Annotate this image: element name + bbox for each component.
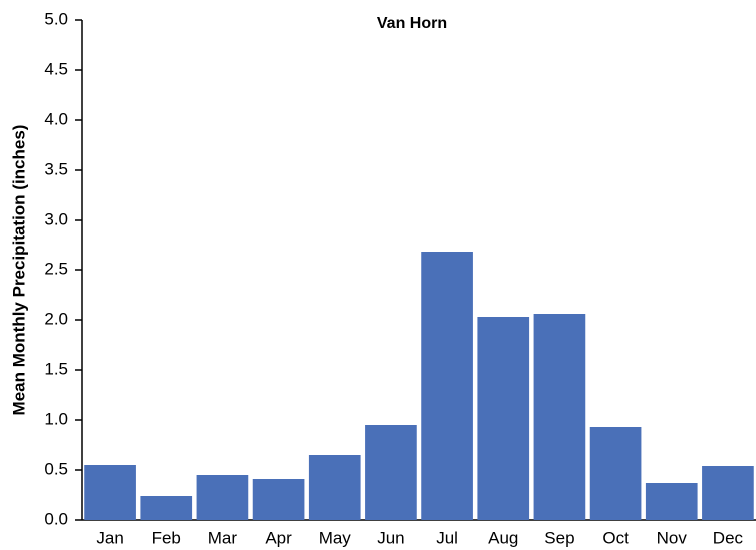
bar — [589, 427, 642, 520]
x-tick-label: May — [319, 528, 352, 547]
y-tick-label: 1.0 — [44, 409, 68, 428]
x-tick-label: Apr — [265, 528, 292, 547]
y-tick-label: 3.0 — [44, 209, 68, 228]
y-tick-label: 2.5 — [44, 259, 68, 278]
chart-title: Van Horn — [377, 15, 447, 32]
x-tick-label: Jul — [436, 528, 458, 547]
y-tick-label: 0.5 — [44, 459, 68, 478]
y-tick-label: 2.0 — [44, 309, 68, 328]
x-tick-label: Feb — [152, 528, 181, 547]
bar — [84, 465, 136, 520]
bar — [252, 479, 305, 520]
x-tick-label: Oct — [602, 528, 629, 547]
x-tick-label: Mar — [208, 528, 238, 547]
y-tick-label: 0.0 — [44, 509, 68, 528]
bar — [365, 425, 417, 520]
y-tick-label: 5.0 — [44, 9, 68, 28]
bar — [196, 475, 249, 520]
y-tick-label: 4.0 — [44, 109, 68, 128]
x-tick-label: Dec — [713, 528, 744, 547]
y-tick-label: 4.5 — [44, 59, 68, 78]
y-tick-label: 1.5 — [44, 359, 68, 378]
x-tick-label: Nov — [657, 528, 688, 547]
bar — [308, 455, 361, 520]
bar — [477, 317, 530, 520]
y-axis-label: Mean Monthly Precipitation (inches) — [9, 125, 28, 416]
x-tick-label: Jun — [377, 528, 404, 547]
bar — [140, 496, 193, 520]
x-tick-label: Aug — [488, 528, 518, 547]
bar — [533, 314, 586, 520]
x-tick-label: Jan — [96, 528, 123, 547]
bar — [702, 466, 754, 520]
x-tick-label: Sep — [544, 528, 574, 547]
bar — [421, 252, 473, 520]
bar — [645, 483, 698, 520]
y-tick-label: 3.5 — [44, 159, 68, 178]
